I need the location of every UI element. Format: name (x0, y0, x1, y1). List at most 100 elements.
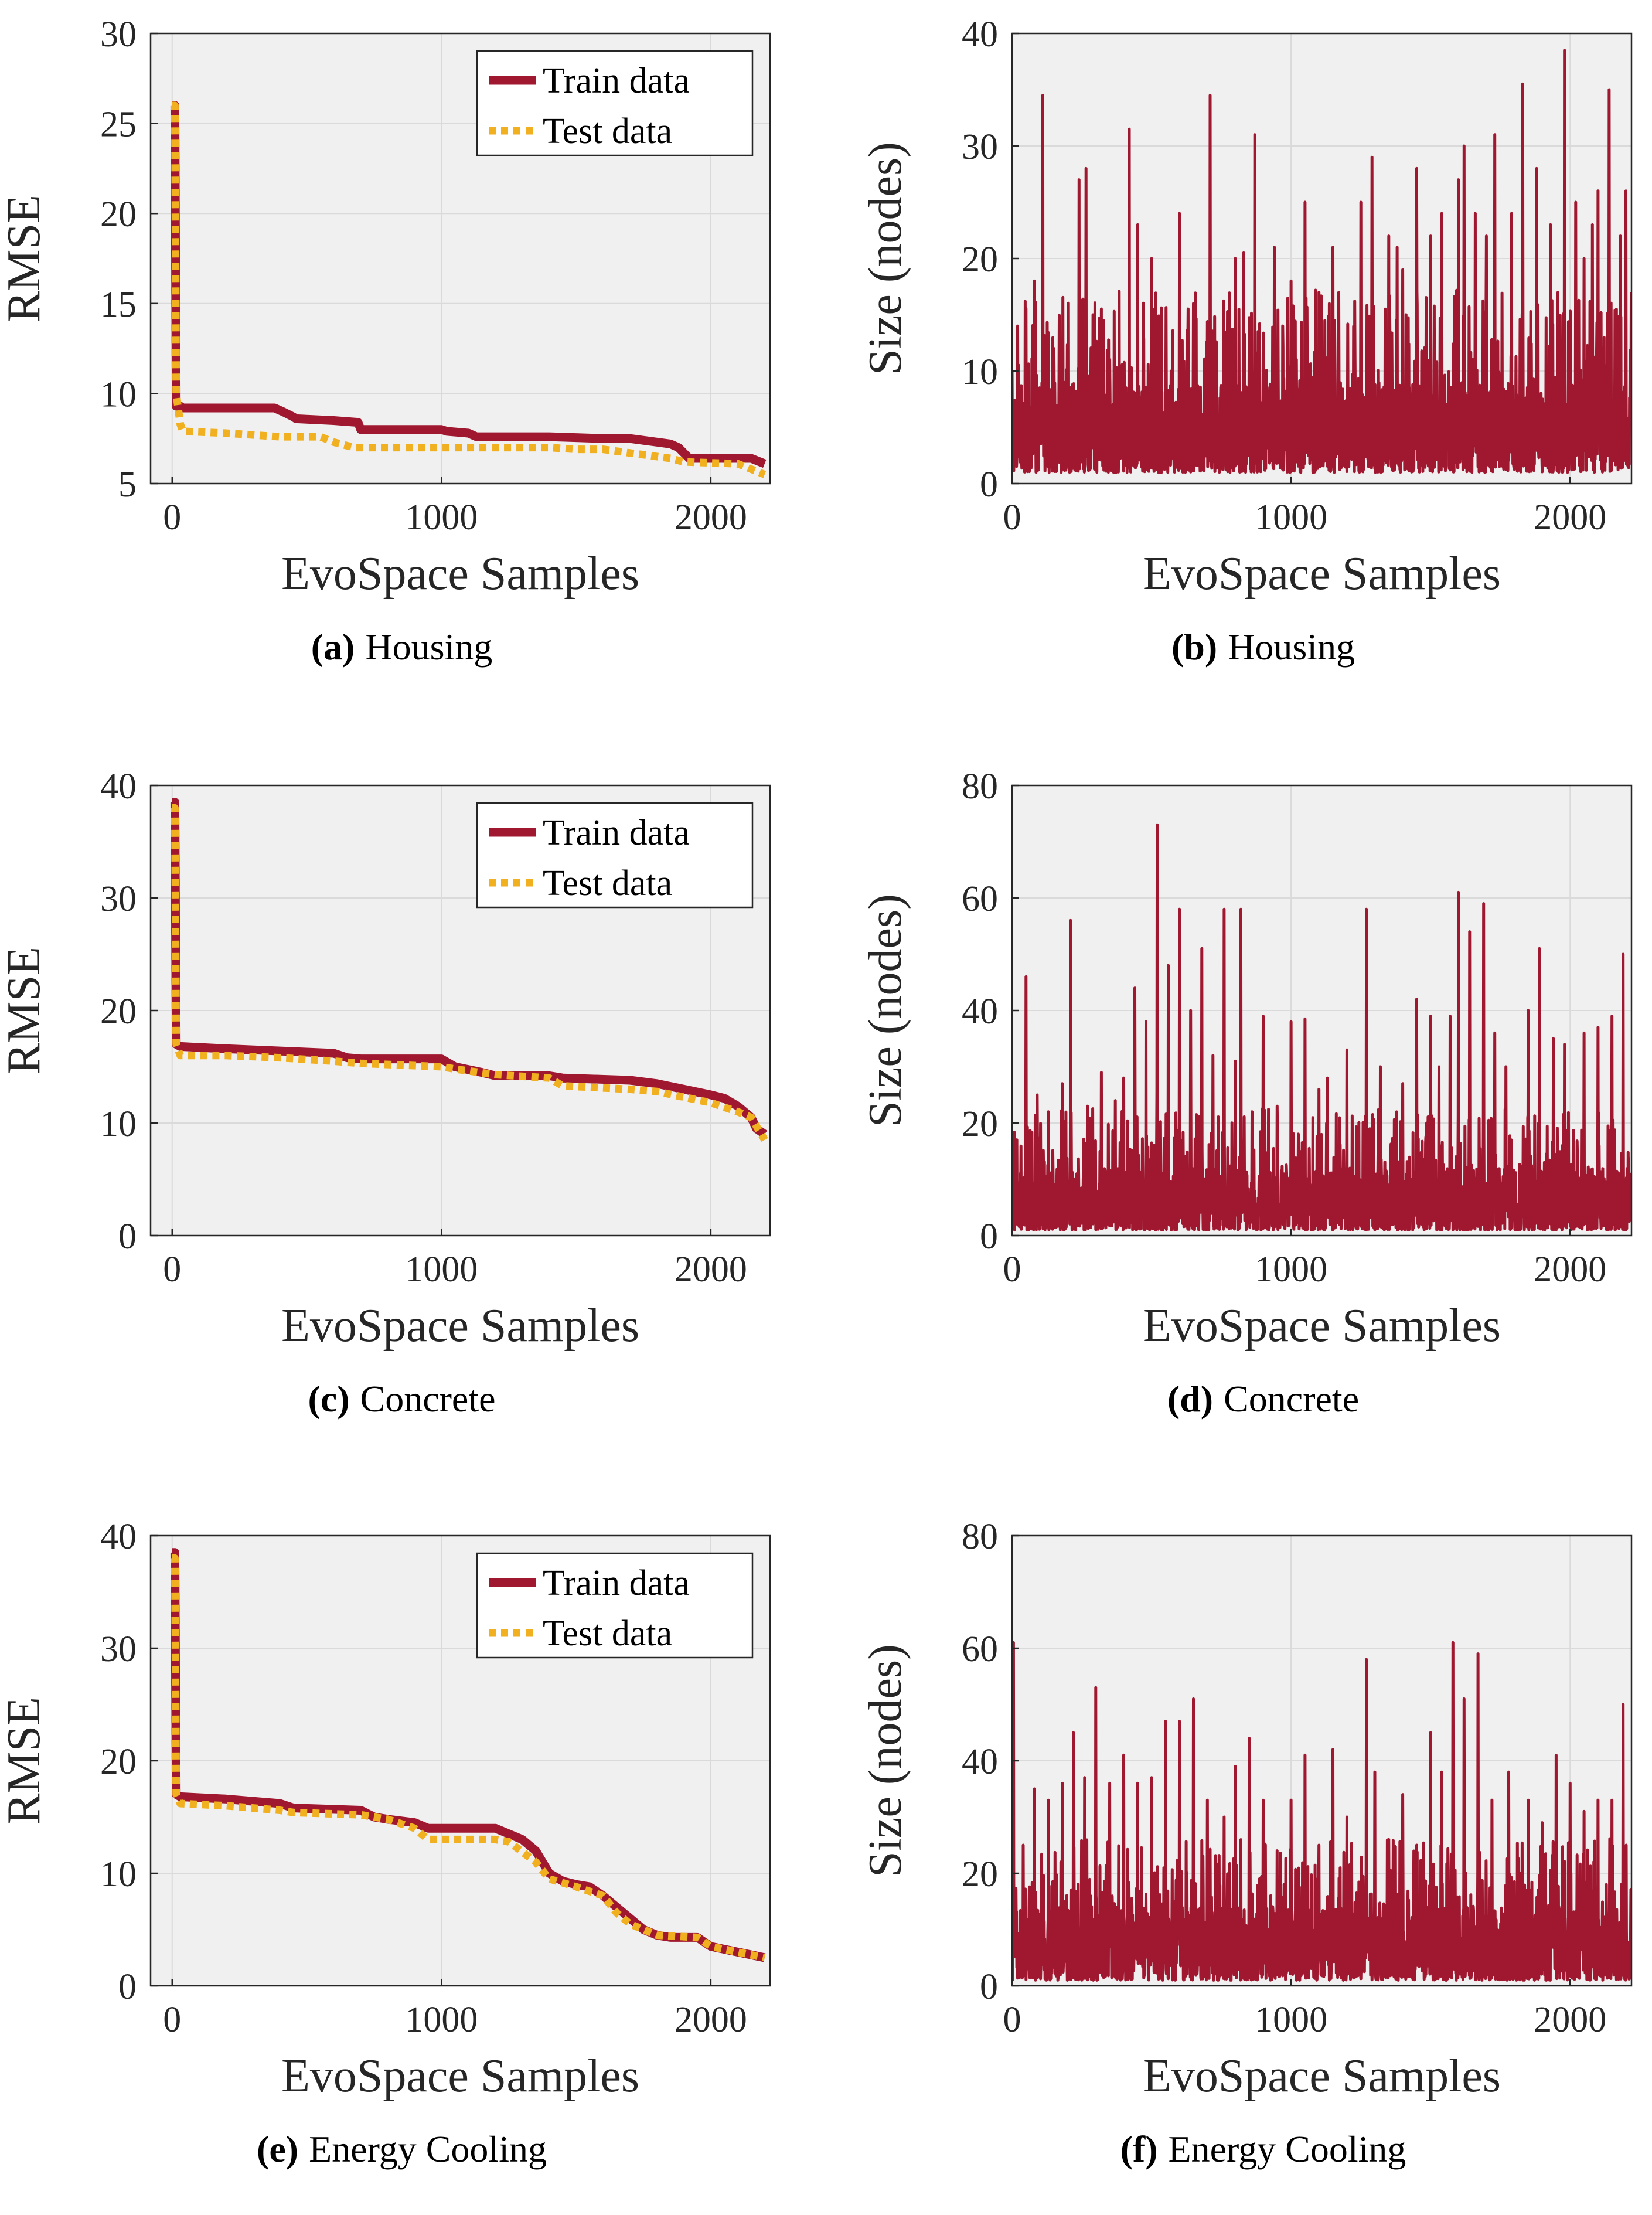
legend-label: Train data (543, 813, 690, 853)
y-tick-label: 5 (118, 465, 137, 505)
caption-text: Concrete (1224, 1378, 1359, 1420)
x-tick-label: 0 (163, 498, 181, 537)
panel-d: 0 1000 2000 0 20 40 60 80 EvoSpace Samples Size (… (860, 767, 1633, 1420)
panel-caption: (d) Concrete (1167, 1378, 1359, 1420)
y-tick-label: 40 (962, 15, 998, 55)
panel-a: 0 1000 2000 5 10 15 20 25 30 EvoSpace Samples RMSE… (0, 15, 771, 668)
series-line-a-test-data (171, 101, 767, 478)
series-line-c-test-data (171, 804, 768, 1142)
y-tick-label: 20 (100, 195, 137, 234)
x-axis-label: EvoSpace Samples (281, 1300, 639, 1352)
x-tick-label: 0 (1003, 498, 1021, 537)
x-axis-label: EvoSpace Samples (281, 548, 639, 600)
x-tick-label: 2000 (675, 498, 747, 537)
x-tick-label: 1000 (1255, 1250, 1327, 1289)
y-tick-label: 10 (100, 1104, 137, 1144)
y-tick-label: 30 (100, 879, 137, 919)
y-tick-label: 0 (980, 465, 998, 505)
series-line-e-test-data (171, 1554, 766, 1962)
y-tick-label: 80 (962, 1517, 998, 1557)
y-axis-label: Size (nodes) (860, 1644, 911, 1877)
panel-caption: (b) Housing (1171, 626, 1355, 668)
y-axis-label: Size (nodes) (860, 142, 911, 375)
y-axis-label: RMSE (0, 1697, 50, 1825)
y-tick-label: 20 (962, 1855, 998, 1894)
legend: Train data Test data (476, 1552, 754, 1659)
panel-caption: (f) Energy Cooling (1120, 2128, 1406, 2170)
caption-letter: (e) (257, 2128, 298, 2170)
y-tick-label: 20 (962, 1104, 998, 1144)
x-tick-label: 1000 (405, 498, 478, 537)
y-tick-label: 20 (962, 240, 998, 280)
y-axis-label: Size (nodes) (860, 894, 911, 1127)
caption-text: Housing (365, 626, 492, 668)
y-tick-label: 40 (962, 992, 998, 1032)
x-tick-label: 0 (1003, 2000, 1021, 2040)
series-group-f (1012, 1641, 1631, 1982)
series-line-a-train-data (170, 101, 767, 468)
caption-letter: (a) (311, 626, 355, 668)
y-tick-label: 60 (962, 879, 998, 919)
panel-f: 0 1000 2000 0 20 40 60 80 EvoSpace Samples Size (… (860, 1517, 1633, 2170)
y-tick-label: 40 (962, 1742, 998, 1782)
y-tick-label: 20 (100, 1742, 137, 1782)
panel-b: 0 1000 2000 0 10 20 30 40 EvoSpace Samples Size (… (860, 15, 1633, 668)
caption-text: Concrete (360, 1378, 496, 1420)
caption-letter: (c) (308, 1378, 349, 1420)
x-axis-label: EvoSpace Samples (281, 2050, 639, 2102)
caption-letter: (b) (1171, 626, 1217, 668)
x-tick-label: 2000 (675, 2000, 747, 2040)
x-tick-label: 2000 (1534, 2000, 1606, 2040)
x-tick-label: 0 (163, 2000, 181, 2040)
y-tick-label: 30 (100, 15, 137, 55)
series-group-e (170, 1548, 766, 1962)
x-tick-label: 2000 (1534, 1250, 1606, 1289)
series-group-c (170, 798, 768, 1142)
y-tick-label: 10 (962, 352, 998, 392)
legend-label: Test data (543, 111, 672, 151)
legend-box (476, 50, 754, 156)
x-tick-label: 1000 (1255, 498, 1327, 537)
series-group-a (170, 101, 767, 478)
y-axis-label: RMSE (0, 195, 50, 322)
x-tick-label: 1000 (1255, 2000, 1327, 2040)
axes-frame-a (149, 32, 771, 485)
y-tick-label: 40 (100, 767, 137, 807)
series-line-f-size (1012, 1641, 1631, 1982)
legend-label: Train data (543, 61, 690, 101)
panel-caption: (e) Energy Cooling (257, 2128, 547, 2170)
x-axis-label: EvoSpace Samples (1143, 2050, 1501, 2102)
x-tick-label: 2000 (675, 1250, 747, 1289)
y-tick-label: 0 (118, 1967, 137, 2007)
y-tick-label: 0 (118, 1217, 137, 1257)
legend-box (476, 802, 754, 909)
y-tick-label: 10 (100, 375, 137, 414)
caption-letter: (d) (1167, 1378, 1213, 1420)
legend: Train data Test data (476, 50, 754, 156)
x-tick-label: 0 (1003, 1250, 1021, 1289)
x-tick-label: 1000 (405, 2000, 478, 2040)
legend: Train data Test data (476, 802, 754, 909)
x-axis-label: EvoSpace Samples (1143, 1300, 1501, 1352)
panel-e: 0 1000 2000 0 10 20 30 40 EvoSpace Samples RMSE (e… (0, 1517, 771, 2170)
caption-text: Energy Cooling (1169, 2128, 1406, 2170)
y-tick-label: 40 (100, 1517, 137, 1557)
legend-label: Test data (543, 1614, 672, 1653)
panel-caption: (c) Concrete (308, 1378, 495, 1420)
series-line-d-size (1012, 823, 1631, 1231)
legend-label: Test data (543, 863, 672, 903)
x-tick-label: 1000 (405, 1250, 478, 1289)
caption-letter: (f) (1120, 2128, 1158, 2170)
y-axis-label: RMSE (0, 947, 50, 1074)
y-tick-label: 15 (100, 285, 137, 325)
y-tick-label: 0 (980, 1217, 998, 1257)
y-tick-label: 20 (100, 992, 137, 1032)
legend-box (476, 1552, 754, 1659)
caption-text: Energy Cooling (309, 2128, 547, 2170)
legend-label: Train data (543, 1563, 690, 1603)
x-tick-label: 2000 (1534, 498, 1606, 537)
panel-c: 0 1000 2000 0 10 20 30 40 EvoSpace Samples RMSE (c… (0, 767, 771, 1420)
y-tick-label: 80 (962, 767, 998, 807)
y-tick-label: 0 (980, 1967, 998, 2007)
